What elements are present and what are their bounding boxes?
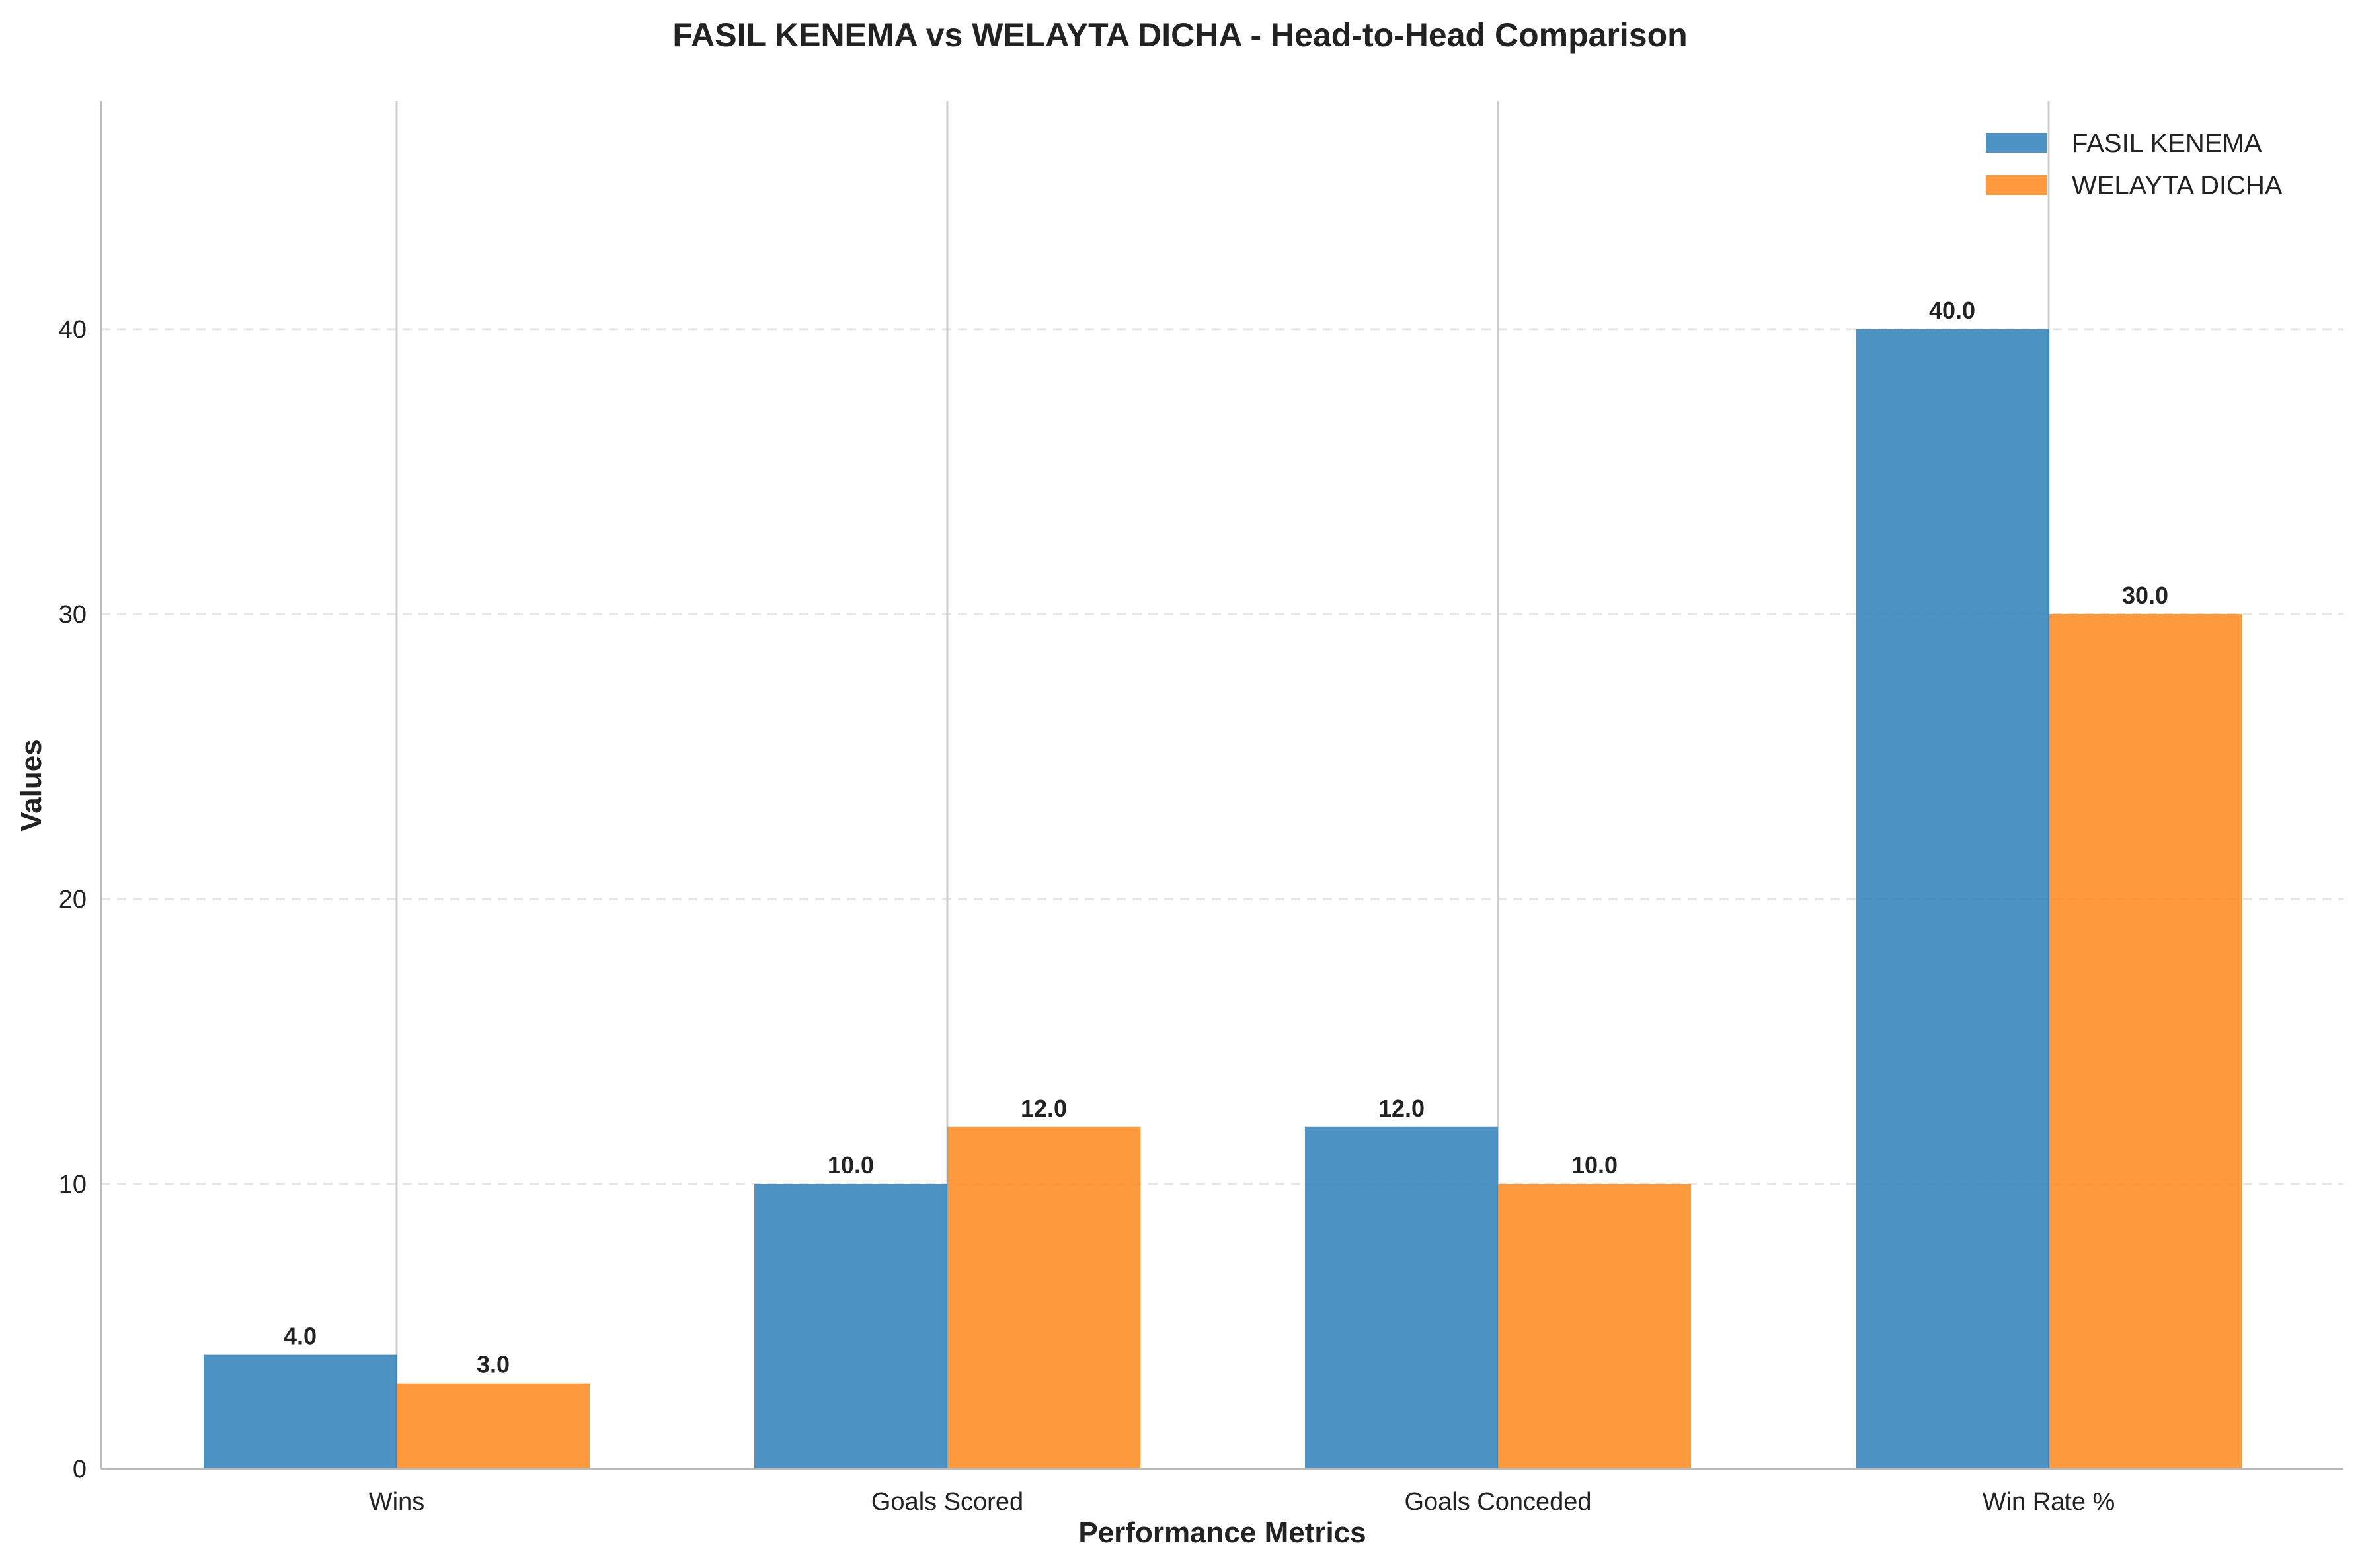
bar xyxy=(947,1126,1140,1469)
data-label: 3.0 xyxy=(477,1351,510,1378)
category-lines xyxy=(395,101,2050,1469)
y-tick-label: 30 xyxy=(59,601,87,629)
x-tick-label: Wins xyxy=(369,1488,424,1516)
bar xyxy=(397,1383,590,1469)
data-label: 10.0 xyxy=(828,1152,874,1179)
y-tick-label: 10 xyxy=(59,1171,87,1198)
bar xyxy=(2049,613,2242,1469)
data-label: 4.0 xyxy=(284,1323,317,1350)
y-axis-label: Values xyxy=(15,739,48,831)
y-tick-label: 20 xyxy=(59,886,87,914)
bar xyxy=(754,1183,947,1469)
data-labels: 4.0 10.0 12.0 40.0 3.0 12.0 10.0 30.0 xyxy=(284,297,2168,1378)
gridlines xyxy=(101,328,2343,1185)
legend-swatch xyxy=(1986,133,2047,153)
bar xyxy=(1856,329,2049,1469)
legend-label: FASIL KENEMA xyxy=(2072,129,2262,158)
y-tick-labels: 0 10 20 30 40 xyxy=(59,316,87,1483)
data-label: 12.0 xyxy=(1021,1095,1067,1122)
legend-swatch xyxy=(1986,175,2047,195)
axes xyxy=(100,101,2343,1470)
bar xyxy=(204,1354,397,1469)
bar xyxy=(1498,1183,1691,1469)
x-axis-label: Performance Metrics xyxy=(1078,1516,1366,1549)
data-label: 10.0 xyxy=(1571,1152,1618,1179)
x-tick-labels: Wins Goals Scored Goals Conceded Win Rate % xyxy=(369,1488,2115,1516)
y-tick-label: 0 xyxy=(73,1456,87,1483)
x-tick-label: Goals Scored xyxy=(871,1488,1023,1516)
x-tick-label: Goals Conceded xyxy=(1404,1488,1591,1516)
data-label: 40.0 xyxy=(1929,297,1975,324)
data-label: 12.0 xyxy=(1378,1095,1425,1122)
y-tick-label: 40 xyxy=(59,316,87,344)
bar xyxy=(1305,1126,1498,1469)
bars xyxy=(204,329,2242,1469)
data-label: 30.0 xyxy=(2122,582,2168,609)
legend: FASIL KENEMA WELAYTA DICHA xyxy=(1986,129,2283,200)
legend-label: WELAYTA DICHA xyxy=(2072,171,2283,200)
x-tick-label: Win Rate % xyxy=(1983,1488,2115,1516)
chart-title: FASIL KENEMA vs WELAYTA DICHA - Head-to-… xyxy=(672,17,1687,54)
